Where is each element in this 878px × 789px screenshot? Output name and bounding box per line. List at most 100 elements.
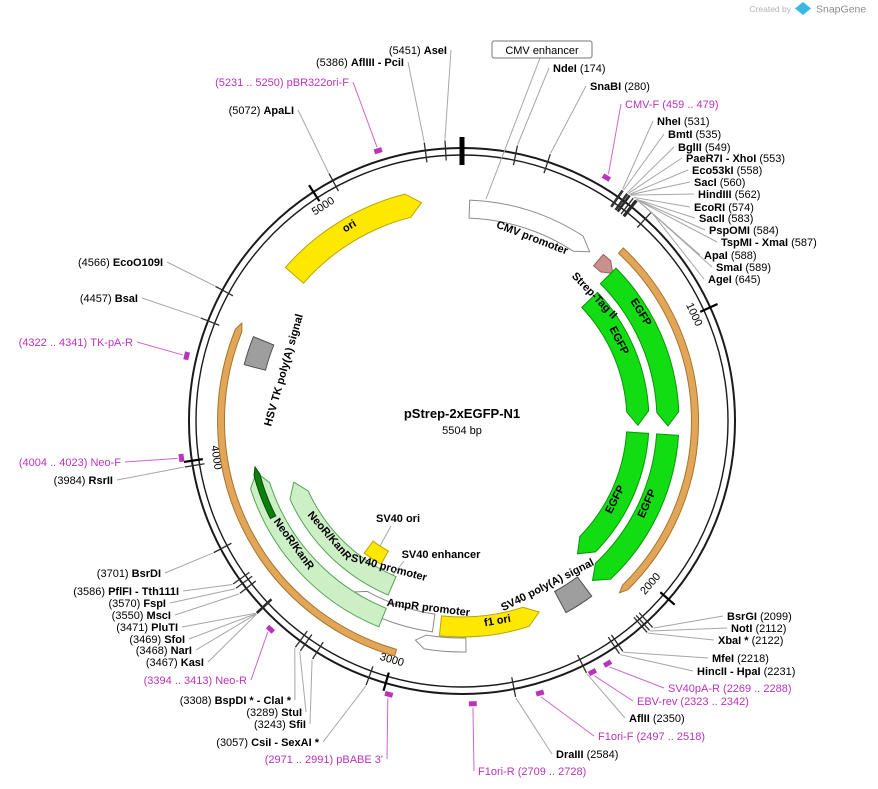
enzyme-site-label: SnaBI (280) [590, 81, 650, 93]
enzyme-site-tick [256, 599, 273, 614]
enzyme-site-label: BmtI (535) [668, 129, 721, 141]
primer-label: SV40pA-R (2269 .. 2288) [668, 683, 792, 695]
egfp-2-inner-feature [576, 431, 650, 555]
primer-site-mark [601, 173, 612, 182]
site-leader-line [515, 697, 553, 755]
enzyme-site-label: (3289) StuI [246, 707, 302, 719]
primer-site-mark [384, 690, 394, 698]
site-leader-line [653, 615, 724, 629]
enzyme-site-label: HincII - HpaI (2231) [697, 666, 795, 678]
enzyme-site-tick [620, 197, 634, 215]
enzyme-site-tick [633, 616, 648, 633]
enzyme-site-label: HindIII (562) [698, 189, 760, 201]
site-leader-line [637, 200, 713, 268]
plasmid-center-label: pStrep-2xEGFP-N1 5504 bp [404, 406, 520, 437]
feature-label: f1 ori [483, 613, 512, 629]
site-leader-line [540, 696, 595, 737]
neor-kanr-inner-feature [289, 481, 397, 596]
orf-left-feature [217, 321, 398, 657]
feature-label: SV40 enhancer [402, 549, 482, 561]
leader-line [391, 560, 405, 577]
enzyme-site-tick [610, 634, 624, 652]
site-leader-line [550, 85, 587, 154]
enzyme-site-label: NheI (531) [657, 116, 710, 128]
enzyme-site-tick [611, 190, 624, 208]
enzyme-site-tick [614, 193, 628, 210]
site-leader-line [622, 120, 654, 190]
site-leader-line [309, 659, 313, 725]
boxed-label-leader [485, 57, 541, 200]
enzyme-site-label: SacI (560) [694, 177, 745, 189]
site-leader-line [174, 593, 240, 616]
enzyme-site-label: PspOMI (584) [709, 225, 779, 237]
enzyme-site-tick [444, 140, 447, 161]
neor-kanr-outer-feature [250, 471, 387, 628]
egfp-2-outer-feature [591, 433, 680, 581]
leader-line [379, 525, 392, 547]
site-leader-line [650, 627, 728, 632]
enzyme-site-tick [543, 154, 551, 174]
cmv-promoter-feature [468, 199, 591, 253]
enzyme-site-label: (4457) BsaI [80, 293, 138, 305]
enzyme-site-tick [365, 666, 374, 686]
egfp-1-inner-feature [580, 291, 650, 427]
primer-site-mark [587, 668, 598, 677]
enzyme-site-tick [200, 317, 220, 326]
site-leader-line [386, 698, 389, 760]
site-leader-line [299, 651, 307, 713]
ori-feature [284, 193, 423, 284]
enzyme-site-tick [423, 142, 428, 163]
site-leader-line [609, 666, 665, 689]
orf-right-feature [617, 247, 700, 594]
egfp-1-outer-feature [599, 267, 680, 427]
enzyme-site-tick [294, 630, 308, 648]
enzyme-site-tick [617, 195, 631, 213]
enzyme-site-label: SacII (583) [699, 213, 753, 225]
primer-site-mark [602, 659, 613, 668]
site-leader-line [182, 584, 233, 592]
site-leader-line [352, 81, 378, 148]
enzyme-site-label: (3468) NarI [136, 645, 192, 657]
site-leader-line [629, 169, 689, 195]
primer-label: (5231 .. 5250) pBR322ori-F [215, 77, 349, 89]
enzyme-site-tick [184, 463, 205, 468]
cmv-enhancer-label-box [491, 40, 593, 59]
enzyme-site-label: (3243) SfiI [254, 719, 306, 731]
enzyme-site-label: (3471) PluTI [116, 622, 178, 634]
enzyme-site-label: (3984) RsrII [54, 475, 113, 487]
primer-label: EBV-rev (2323 .. 2342) [637, 696, 749, 708]
enzyme-site-label: ApaI (588) [704, 250, 757, 262]
snapgene-logo-icon [795, 2, 811, 15]
enzyme-site-label: (3570) FspI [109, 598, 166, 610]
enzyme-site-label: MfeI (2218) [712, 653, 769, 665]
primer-site-mark [373, 147, 383, 155]
site-leader-line [207, 613, 257, 663]
site-leader-line [166, 261, 215, 287]
enzyme-site-tick [615, 193, 629, 211]
scale-tick [308, 184, 321, 202]
primer-label: (3394 .. 3413) Neo-R [144, 675, 247, 687]
watermark: Created by SnapGene [749, 2, 866, 16]
enzyme-site-tick [577, 654, 588, 674]
ampr-promoter-feature [414, 634, 467, 653]
site-leader-line [472, 707, 475, 772]
enzyme-site-tick [512, 145, 519, 166]
feature-label: SV40 ori [376, 513, 420, 525]
scale-tick [699, 303, 718, 313]
f1-ori-feature [438, 606, 541, 638]
enzyme-site-tick [312, 641, 324, 660]
sv40-polya-signal-feature [553, 576, 593, 614]
scale-tick [183, 458, 203, 463]
enzyme-site-label: DraIII (2584) [556, 749, 618, 761]
enzyme-site-label: (3469) SfoI [129, 634, 185, 646]
primer-site-mark [178, 453, 185, 463]
site-leader-line [586, 673, 626, 719]
site-leader-line [444, 49, 452, 140]
enzyme-site-tick [638, 612, 654, 628]
enzyme-site-label: SmaI (589) [716, 262, 771, 274]
enzyme-site-tick [215, 285, 234, 297]
enzyme-site-tick [607, 636, 620, 655]
enzyme-site-label: BsrGI (2099) [727, 611, 792, 623]
